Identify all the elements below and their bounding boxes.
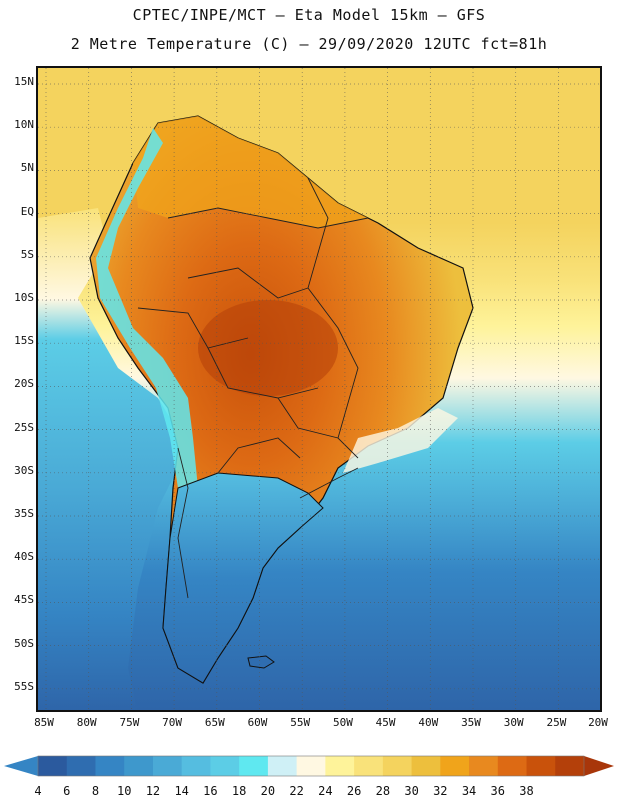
colorbar-swatch [411,756,441,776]
latitude-tick-label: 50S [14,636,34,650]
colorbar-swatch [152,756,183,776]
colorbar-swatch [497,756,528,776]
temperature-map-canvas [38,68,600,710]
latitude-tick-label: 15N [14,75,34,88]
longitude-tick-label: 45W [375,716,396,729]
colorbar-tick-label: 22 [289,784,304,798]
colorbar-tick-label: 26 [346,784,362,798]
longitude-tick-label: 85W [34,716,54,729]
colorbar-swatch [267,756,298,776]
pacific-ocean [38,208,188,710]
temperature-map [36,66,602,712]
colorbar-swatch [95,756,125,776]
colorbar-swatch [38,756,68,776]
longitude-tick-label: 35W [461,716,481,729]
longitude-tick-label: 80W [76,716,97,729]
latitude-tick-label: 30S [14,463,34,477]
latitude-tick-label: 20S [14,377,34,391]
colorbar-swatch [555,756,585,776]
colorbar-tick-label: 4 [34,784,42,798]
latitude-tick-label: 55S [14,679,34,693]
latitude-tick-label: 5S [20,247,34,261]
longitude-tick-label: 40W [418,716,439,729]
colorbar-tick-label: 32 [433,784,448,798]
colorbar-swatch [382,756,413,776]
colorbar-tick-label: 20 [260,784,276,798]
longitude-tick-label: 65W [204,716,225,729]
colorbar-swatch [239,756,269,776]
southeast-coast-mild [343,408,458,473]
colorbar-tick-label: 28 [375,784,391,798]
colorbar-tick-label: 8 [91,784,100,798]
country-borders [137,177,369,599]
colorbar-swatch [124,756,154,776]
colorbar [4,755,614,777]
colorbar-tick-label: 12 [145,784,161,798]
colorbar-swatch [469,756,499,776]
latitude-tick-label: 45S [14,593,34,607]
latitude-tick-label: 25S [14,420,34,434]
latitude-tick-label: 40S [14,550,34,564]
longitude-tick-label: 20W [588,716,608,729]
longitude-tick-label: 50W [332,716,353,729]
longitude-tick-label: 70W [162,716,183,729]
chart-title-line-2: 2 Metre Temperature (C) – 29/09/2020 12U… [70,35,548,53]
latitude-tick-label: 10S [14,291,34,304]
longitude-tick-label: 55W [290,716,311,729]
longitude-tick-label: 30W [503,716,524,729]
latitude-tick-label: 10N [14,118,34,132]
chart-title-line-1: CPTEC/INPE/MCT – Eta Model 15km – GFS [132,6,486,24]
latitude-tick-label: EQ [20,204,34,218]
colorbar-swatch [181,756,211,776]
colorbar-swatch [354,756,384,776]
andes-cool-strip [96,128,198,538]
latitude-tick-label: 35S [14,507,34,520]
colorbar-low-cap [4,756,38,776]
southern-cone-cool [162,472,324,684]
colorbar-swatch [210,756,240,776]
colorbar-swatch [325,756,355,776]
latitude-tick-label: 5N [20,161,34,175]
colorbar-swatch [440,756,470,776]
colorbar-tick-label: 24 [318,784,333,798]
colorbar-tick-label: 18 [231,784,247,798]
colorbar-tick-label: 14 [174,784,189,798]
latitude-tick-label: 15S [14,334,34,348]
colorbar-tick-label: 16 [203,784,218,798]
colorbar-tick-label: 6 [63,784,71,798]
colorbar-tick-label: 38 [519,784,534,798]
colorbar-swatch [526,756,556,776]
colorbar-outline [37,755,585,777]
colorbar-swatch [66,756,96,776]
falkland-islands [247,655,275,669]
colorbar-tick-label: 30 [404,784,419,798]
colorbar-high-cap [584,756,614,776]
colorbar-tick-label: 10 [116,784,132,798]
northern-land-warm [133,116,368,228]
colorbar-tick-label: 36 [490,784,505,798]
central-heat-core [198,300,338,396]
longitude-tick-label: 75W [119,716,140,729]
colorbar-swatch [296,756,326,776]
longitude-tick-label: 60W [247,716,268,729]
longitude-tick-label: 25W [546,716,567,729]
colorbar-tick-label: 34 [461,784,477,798]
